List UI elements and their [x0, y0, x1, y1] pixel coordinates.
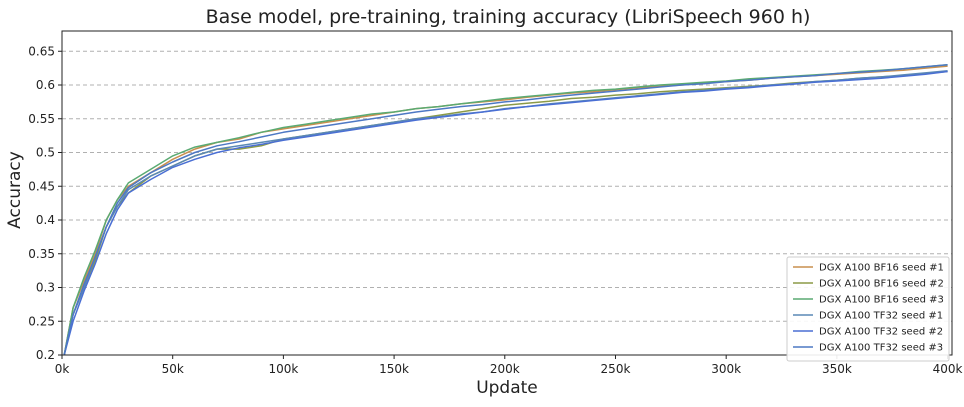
x-tick-label: 200k: [490, 362, 520, 376]
x-tick-label: 100k: [268, 362, 298, 376]
grid-lines: [62, 50, 952, 322]
x-tick-label: 400k: [933, 362, 963, 376]
x-tick-label: 0k: [55, 362, 70, 376]
legend-label: DGX A100 TF32 seed #3: [819, 343, 943, 354]
legend-label: DGX A100 TF32 seed #1: [819, 311, 943, 322]
y-tick-label: 0.25: [28, 314, 55, 328]
y-tick-label: 0.2: [36, 348, 55, 362]
legend-label: DGX A100 TF32 seed #2: [819, 327, 943, 338]
y-tick-label: 0.3: [36, 281, 55, 295]
chart-title: Base model, pre-training, training accur…: [206, 6, 811, 28]
plot-frame: [61, 30, 953, 356]
series-line-6: [63, 64, 948, 356]
y-axis-title: Accuracy: [5, 151, 25, 229]
series-line-5: [63, 70, 948, 356]
legend-label: DGX A100 BF16 seed #3: [819, 295, 944, 306]
legend: DGX A100 BF16 seed #1 DGX A100 BF16 seed …: [786, 256, 950, 362]
legend-box: [786, 256, 950, 362]
x-ticks: 0k 50k 100k 150k 200k 250k 300k 350k 400k: [55, 355, 963, 376]
y-tick-label: 0.55: [28, 112, 55, 126]
legend-label: DGX A100 BF16 seed #1: [819, 263, 944, 274]
x-tick-label: 150k: [379, 362, 409, 376]
y-tick-label: 0.4: [36, 213, 55, 227]
series-lines: [63, 64, 948, 356]
y-tick-label: 0.65: [28, 44, 55, 58]
x-axis-title: Update: [476, 378, 538, 398]
x-tick-label: 250k: [601, 362, 631, 376]
x-tick-label: 300k: [711, 362, 741, 376]
x-tick-label: 350k: [822, 362, 852, 376]
y-ticks: 0.2 0.25 0.3 0.35 0.4 0.45 0.5 0.55 0.6 0.65: [28, 44, 62, 362]
y-tick-label: 0.45: [28, 179, 55, 193]
legend-label: DGX A100 BF16 seed #2: [819, 279, 944, 290]
y-tick-label: 0.35: [28, 247, 55, 261]
y-tick-label: 0.5: [36, 146, 55, 160]
y-tick-label: 0.6: [36, 78, 55, 92]
x-tick-label: 50k: [162, 362, 184, 376]
